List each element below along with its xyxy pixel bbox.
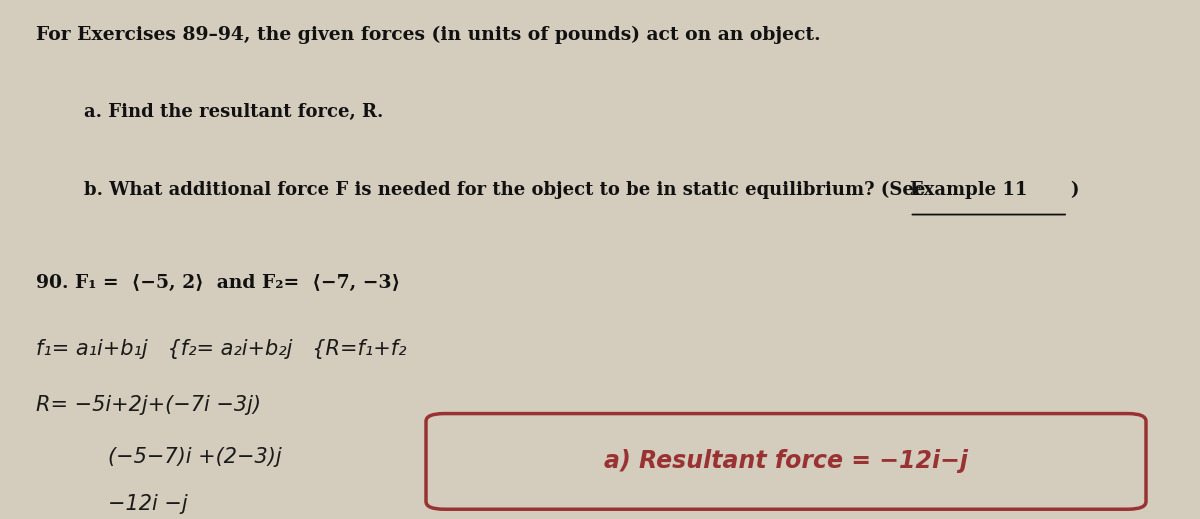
Text: R= −5i+2j+(−7i −3j): R= −5i+2j+(−7i −3j) (36, 395, 262, 416)
Text: b. What additional force F is needed for the object to be in static equilibrium?: b. What additional force F is needed for… (84, 181, 931, 199)
Text: a. Find the resultant force, R.: a. Find the resultant force, R. (84, 103, 383, 121)
Text: For Exercises 89–94, the given forces (in units of pounds) act on an object.: For Exercises 89–94, the given forces (i… (36, 26, 821, 44)
FancyBboxPatch shape (426, 414, 1146, 509)
Text: Example 11: Example 11 (910, 181, 1027, 199)
Text: a) Resultant force = −12i−j: a) Resultant force = −12i−j (604, 449, 968, 473)
Text: ): ) (1070, 181, 1079, 199)
Text: 90. F₁ =  ⟨−5, 2⟩  and F₂=  ⟨−7, −3⟩: 90. F₁ = ⟨−5, 2⟩ and F₂= ⟨−7, −3⟩ (36, 274, 401, 292)
Text: −12i −j: −12i −j (108, 494, 187, 514)
Text: f₁= a₁i+b₁j   {f₂= a₂i+b₂j   {R=f₁+f₂: f₁= a₁i+b₁j {f₂= a₂i+b₂j {R=f₁+f₂ (36, 338, 407, 359)
Text: (−5−7)i +(2−3)j: (−5−7)i +(2−3)j (108, 447, 282, 467)
